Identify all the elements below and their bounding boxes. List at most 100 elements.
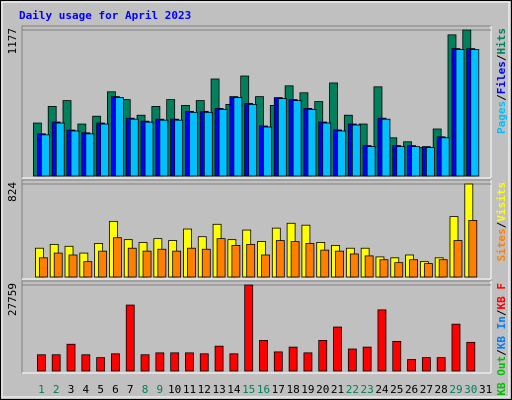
x-tick-label: 22 bbox=[346, 383, 359, 396]
x-tick-label: 14 bbox=[227, 383, 241, 396]
bar bbox=[333, 326, 342, 372]
bar bbox=[66, 343, 76, 372]
bar bbox=[466, 341, 476, 372]
chart-title: Daily usage for April 2023 bbox=[19, 9, 191, 22]
bar bbox=[189, 111, 198, 177]
bar bbox=[453, 240, 463, 278]
bar bbox=[174, 119, 184, 177]
bar bbox=[396, 146, 406, 177]
bar bbox=[379, 259, 389, 278]
bar bbox=[129, 118, 139, 177]
x-tick-label: 18 bbox=[286, 383, 299, 396]
legend-separator: / bbox=[495, 309, 508, 316]
bar bbox=[318, 340, 328, 372]
panel bbox=[21, 280, 492, 374]
bar bbox=[246, 243, 256, 278]
bar bbox=[377, 309, 387, 372]
x-tick-label: 24 bbox=[375, 383, 389, 396]
bar bbox=[347, 348, 357, 372]
y-tick-label: 27759 bbox=[6, 283, 19, 316]
x-tick-label: 23 bbox=[361, 383, 374, 396]
bar bbox=[203, 111, 213, 177]
x-tick-label: 27 bbox=[420, 383, 433, 396]
bar bbox=[51, 354, 61, 372]
bar bbox=[113, 237, 122, 278]
bar bbox=[157, 248, 167, 278]
bar bbox=[423, 263, 433, 278]
bar bbox=[201, 248, 211, 278]
bar bbox=[322, 122, 332, 177]
bar bbox=[185, 352, 194, 372]
y-tick-label: 1177 bbox=[6, 28, 19, 55]
bar bbox=[305, 243, 315, 278]
bar bbox=[273, 351, 283, 372]
x-tick-label: 13 bbox=[212, 383, 225, 396]
bar bbox=[187, 247, 196, 278]
x-tick-label: 6 bbox=[112, 383, 119, 396]
legend-entry: Files bbox=[495, 61, 508, 94]
x-tick-label: 9 bbox=[157, 383, 164, 396]
bar bbox=[411, 146, 420, 177]
x-tick-label: 8 bbox=[142, 383, 149, 396]
bar bbox=[259, 340, 268, 372]
bar bbox=[440, 137, 450, 177]
bar bbox=[366, 146, 376, 177]
x-tick-label: 11 bbox=[183, 383, 196, 396]
x-tick-label: 4 bbox=[83, 383, 90, 396]
legend: KB Out/KB In/KB F bbox=[495, 283, 508, 396]
bar bbox=[39, 257, 48, 278]
bar bbox=[364, 255, 374, 278]
bar bbox=[98, 250, 108, 278]
bar bbox=[53, 252, 63, 278]
bar bbox=[231, 244, 241, 278]
bar bbox=[394, 262, 404, 278]
x-tick-label: 25 bbox=[390, 383, 403, 396]
legend-separator: / bbox=[495, 94, 508, 101]
x-tick-label: 26 bbox=[405, 383, 418, 396]
x-tick-label: 7 bbox=[127, 383, 134, 396]
bar bbox=[409, 259, 418, 278]
x-tick-label: 20 bbox=[316, 383, 329, 396]
bar bbox=[381, 118, 391, 177]
bar bbox=[218, 108, 228, 177]
legend-entry: Sites bbox=[495, 228, 508, 261]
bar bbox=[96, 357, 106, 372]
bar bbox=[68, 254, 78, 278]
bar bbox=[425, 147, 435, 177]
bar bbox=[140, 354, 150, 372]
bar bbox=[303, 352, 313, 372]
bar bbox=[392, 340, 402, 372]
legend-entry: Hits bbox=[495, 28, 508, 55]
x-tick-label: 3 bbox=[68, 383, 75, 396]
legend-separator: / bbox=[495, 349, 508, 356]
x-tick-label: 28 bbox=[435, 383, 448, 396]
bar bbox=[214, 345, 224, 372]
legend-entry: KB F bbox=[495, 283, 508, 310]
bar bbox=[275, 240, 285, 278]
bar bbox=[216, 238, 226, 278]
bar bbox=[468, 220, 478, 278]
bar bbox=[144, 121, 154, 177]
bar bbox=[290, 241, 300, 278]
bar bbox=[115, 97, 124, 177]
legend-entry: Pages bbox=[495, 101, 508, 134]
bar bbox=[37, 354, 46, 372]
legend-entry: Visits bbox=[495, 182, 508, 222]
bar bbox=[362, 346, 372, 372]
bar bbox=[199, 353, 209, 372]
x-tick-label: 10 bbox=[168, 383, 181, 396]
bar bbox=[292, 100, 302, 177]
bar bbox=[155, 352, 165, 372]
bar bbox=[127, 247, 137, 278]
x-tick-label: 30 bbox=[464, 383, 477, 396]
bar bbox=[83, 261, 93, 278]
bar bbox=[125, 304, 135, 372]
bar bbox=[41, 134, 50, 177]
bar bbox=[337, 130, 346, 177]
x-tick-label: 5 bbox=[97, 383, 104, 396]
bar bbox=[100, 123, 110, 177]
bar bbox=[349, 253, 359, 278]
bar bbox=[438, 259, 448, 278]
bar bbox=[470, 49, 480, 177]
